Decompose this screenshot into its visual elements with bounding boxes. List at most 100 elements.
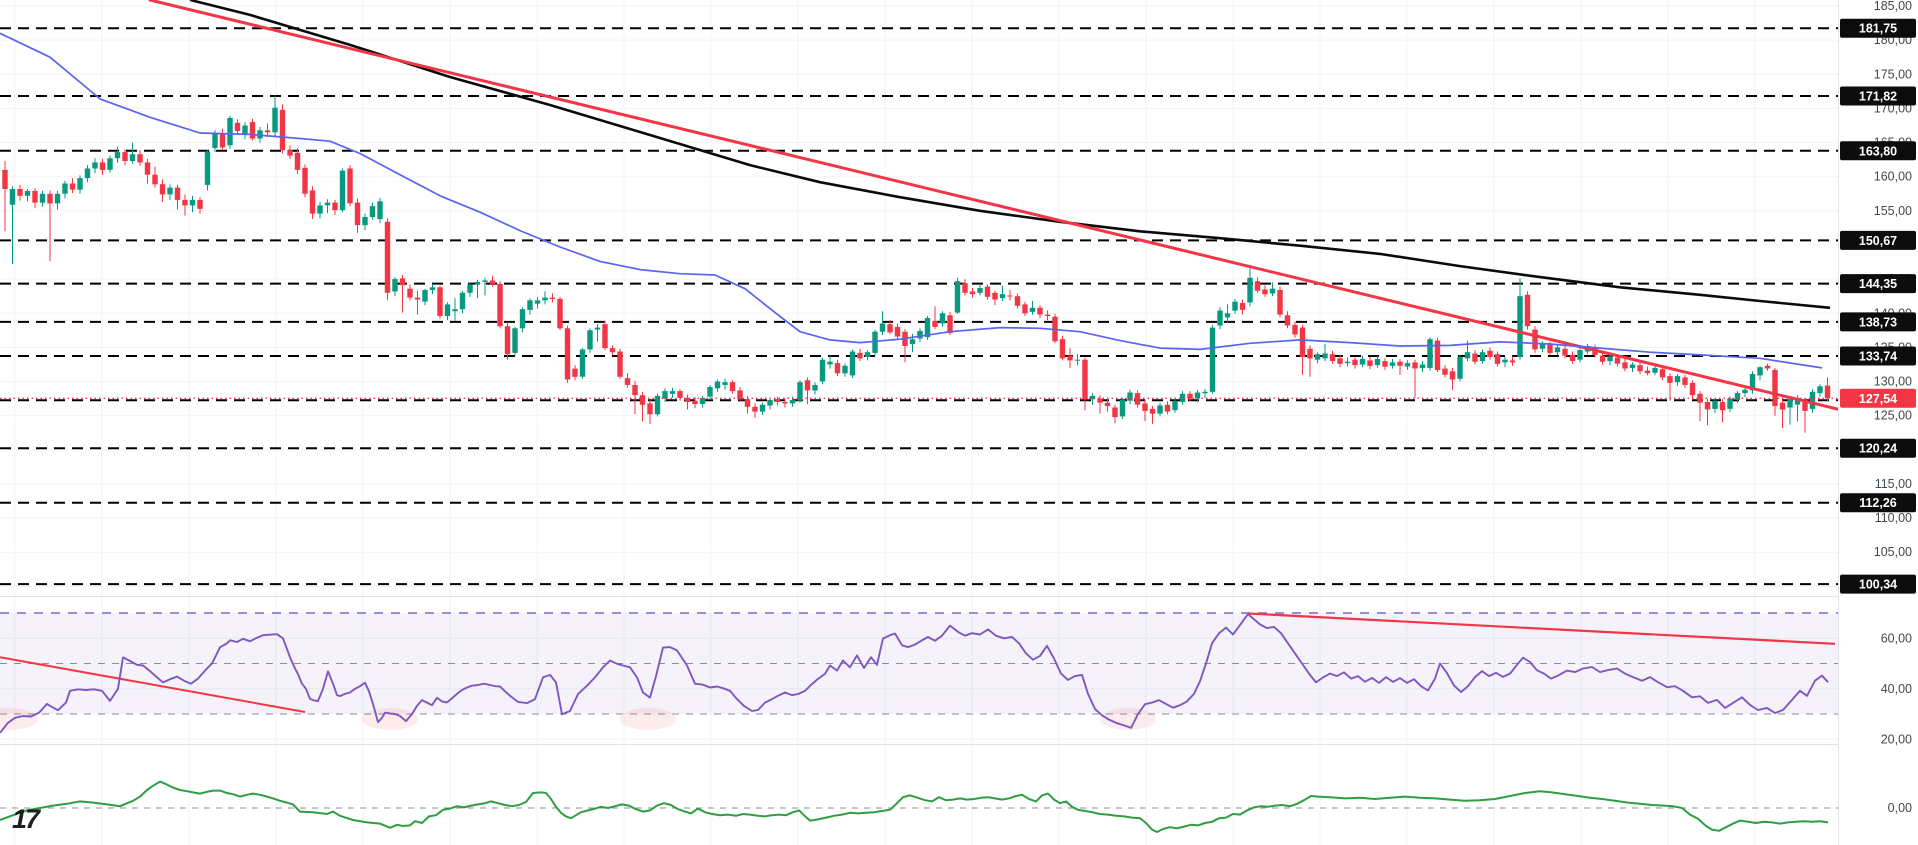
candle-up [669,387,676,398]
candle-body [1059,339,1066,359]
candle-body [437,287,443,316]
candle-up [1074,354,1081,366]
candle-down [557,296,563,331]
candle-up [1172,398,1178,413]
candle-body [92,162,98,169]
candle-body [1277,290,1283,315]
candle-down [647,400,653,424]
candle-body [219,133,226,148]
candle-up [1749,371,1756,394]
candle-body [1247,277,1253,303]
candle-up [1479,349,1486,364]
candle-body [744,399,751,407]
candle-down [414,290,421,315]
candle-down [1284,311,1291,329]
candle-body [77,178,83,190]
candle-body [527,300,533,310]
candle-up [542,291,548,305]
candle-body [1112,407,1118,418]
candle-body [804,380,811,391]
candle-body [137,154,143,163]
rsi-trendline-left [0,656,306,713]
candle-up [377,197,383,224]
candle-up [842,363,848,377]
rsi-oversold-glow [362,708,418,730]
candle-body [654,395,661,415]
candle-up [1757,366,1763,381]
candle-up [129,142,136,164]
price-level-badge-text: 100,34 [1859,578,1897,592]
candle-down [1412,359,1418,398]
candle-down [407,284,413,301]
candle-body [1727,398,1733,409]
candle-body [9,189,16,205]
price-level-badge-background [1840,438,1916,458]
candle-up [362,213,368,230]
candle-down [1824,377,1831,402]
price-level-badge-background [1840,141,1916,161]
candle-body [354,202,361,226]
candle-down [624,373,631,388]
candle-body [174,187,181,200]
candle-body [617,351,623,377]
candle-body [182,199,188,206]
candle-down [1299,324,1306,375]
candle-body [534,300,541,304]
candle-up [977,283,983,296]
candle-body [1134,393,1141,405]
price-tick-label: 105,00 [1874,545,1912,559]
candle-body [339,170,346,211]
rsi-tick-label: 40,00 [1881,682,1912,696]
candle-up [1742,387,1748,398]
candle-body [197,199,203,209]
candle-up [1629,362,1636,372]
candle-body [669,391,676,394]
candle-down [1059,335,1066,361]
candle-up [879,311,886,336]
candle-up [459,290,466,314]
price-tick-label: 125,00 [1874,409,1912,423]
candle-body [602,324,608,349]
candle-down [1442,365,1448,378]
candle-body [834,363,841,374]
candle-body [662,391,668,399]
candle-body [459,292,466,310]
candle-body [1014,296,1021,306]
price-level-badge-text: 138,73 [1859,315,1897,329]
candle-body [1067,355,1073,361]
candle-down [887,320,893,335]
candle-body [797,382,803,401]
candle-body [482,280,488,282]
candle-body [587,330,593,350]
candle-up [39,191,46,207]
candle-down [894,323,901,340]
candle-down [1007,290,1013,301]
candle-body [377,201,383,220]
candle-body [17,189,23,196]
rsi-oversold-glow [1100,708,1156,730]
candle-up [954,277,961,314]
candle-body [1779,402,1786,410]
candle-down [1187,391,1193,402]
candle-down [69,178,76,194]
candle-body [227,118,233,146]
candle-down [294,148,301,174]
candle-down [137,150,143,166]
rsi-band [0,613,1838,714]
price-axis[interactable]: 185,00180,00175,00170,00165,00160,00155,… [1838,0,1918,845]
candle-body [1494,354,1501,364]
tradingview-logo[interactable]: 17 [12,804,44,834]
oscillator-tick-label: 0,00 [1888,801,1912,815]
candle-down [692,397,698,409]
price-level-badge: 138,73 [1840,312,1916,332]
candle-body [189,199,196,206]
candle-up [1127,389,1133,405]
candle-body [159,184,166,195]
candle-up [797,380,803,403]
last-price-badge-background [1840,388,1916,408]
candle-up [534,296,541,309]
candle-body [384,221,391,293]
price-level-badge-background [1840,346,1916,366]
moving-average-fast-line [0,32,1823,369]
